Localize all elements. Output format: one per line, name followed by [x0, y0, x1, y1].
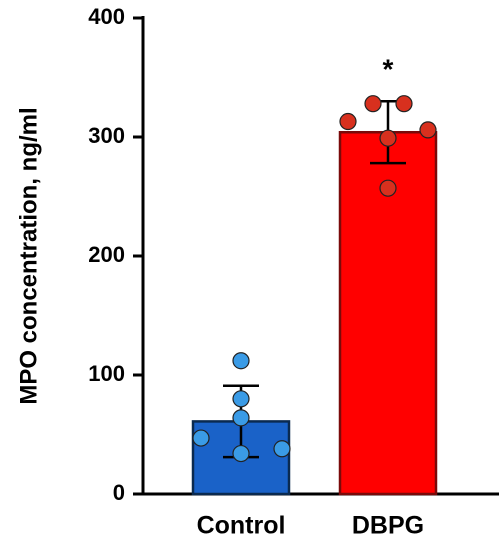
y-axis-label: MPO concentration, ng/ml: [15, 107, 42, 404]
data-point: [232, 444, 250, 463]
data-point: [273, 440, 291, 458]
significance-marker: *: [383, 54, 394, 85]
data-point: [339, 112, 357, 131]
data-point: [419, 121, 437, 139]
y-tick-label: 100: [88, 361, 125, 386]
data-point: [395, 95, 413, 113]
data-point: [232, 352, 250, 370]
data-point: [379, 129, 397, 147]
y-tick-label: 300: [88, 123, 125, 148]
data-point: [192, 429, 210, 447]
y-tick-label: 0: [113, 480, 125, 505]
data-point: [379, 179, 397, 197]
x-tick-label: DBPG: [352, 512, 424, 540]
x-tick-label: Control: [197, 512, 286, 540]
y-tick-label: 200: [88, 242, 125, 267]
y-tick-label: 400: [88, 4, 125, 29]
data-point: [232, 390, 250, 408]
data-point: [232, 409, 250, 427]
data-point: [364, 95, 382, 113]
